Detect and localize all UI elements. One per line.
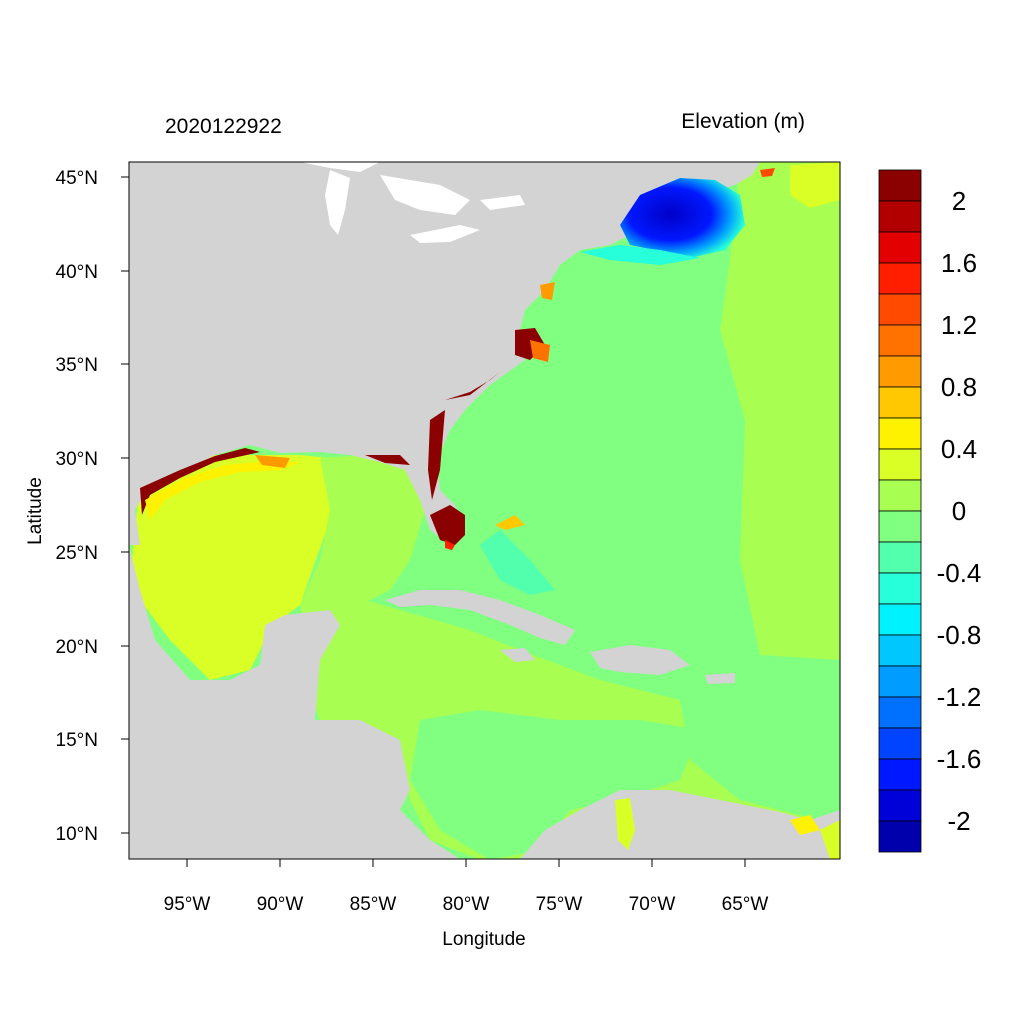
colorbar-tick-label: -0.4 bbox=[937, 558, 982, 588]
x-tick-label: 70°W bbox=[629, 894, 676, 915]
colorbar-tick-label: 0.8 bbox=[941, 372, 977, 402]
cuba-island bbox=[385, 590, 575, 645]
colorbar-swatch bbox=[878, 386, 922, 419]
pamlico-sound-high bbox=[530, 340, 550, 362]
north-america-land bbox=[129, 162, 760, 545]
texas-louisiana-surge bbox=[140, 448, 260, 515]
gulf-of-paria-high bbox=[790, 815, 820, 835]
colorbar-tick-label: -0.8 bbox=[937, 620, 982, 650]
x-tick-label: 75°W bbox=[536, 894, 583, 915]
colorbar bbox=[878, 169, 922, 853]
new-england-negative-surge bbox=[620, 178, 745, 258]
y-tick-label: 20°N bbox=[56, 637, 98, 658]
hispaniola-island bbox=[590, 645, 690, 675]
lake-erie bbox=[410, 225, 480, 243]
atlantic-east-band bbox=[720, 162, 840, 660]
delaware-bay-high bbox=[540, 282, 555, 300]
colorbar-swatch bbox=[878, 696, 922, 729]
lake-maracaibo bbox=[615, 798, 635, 850]
x-tick-label: 95°W bbox=[164, 894, 211, 915]
colorbar-swatch bbox=[878, 665, 922, 698]
colorbar-swatch bbox=[878, 417, 922, 450]
colorbar-tick-label: -2 bbox=[947, 806, 970, 836]
colorbar-swatch bbox=[878, 820, 922, 853]
colorbar-swatch bbox=[878, 448, 922, 481]
lake-ontario bbox=[480, 195, 525, 210]
colorbar-swatch bbox=[878, 634, 922, 667]
colorbar-swatch bbox=[878, 572, 922, 605]
y-tick-label: 15°N bbox=[56, 730, 98, 751]
colorbar-tick-label: 0 bbox=[952, 496, 966, 526]
florida-bay-surge bbox=[445, 540, 455, 550]
south-america-land bbox=[520, 790, 840, 859]
y-tick-label: 10°N bbox=[56, 824, 98, 845]
colorbar-swatch bbox=[878, 293, 922, 326]
colorbar-tick-label: 0.4 bbox=[941, 434, 977, 464]
x-tick-label: 65°W bbox=[722, 894, 769, 915]
y-tick-label: 40°N bbox=[56, 262, 98, 283]
x-tick-label: 85°W bbox=[350, 894, 397, 915]
x-axis: 95°W 90°W 85°W 80°W 75°W 70°W 65°W Longi… bbox=[164, 859, 769, 950]
x-tick-label: 90°W bbox=[257, 894, 304, 915]
south-florida-surge bbox=[430, 505, 465, 545]
jamaica-island bbox=[500, 648, 535, 662]
gulf-of-mexico-east bbox=[300, 455, 425, 615]
x-axis-label: Longitude bbox=[442, 929, 525, 950]
nova-scotia-high bbox=[760, 168, 775, 177]
colorbar-swatch bbox=[878, 727, 922, 760]
colorbar-tick-label: -1.2 bbox=[937, 682, 982, 712]
central-america-land bbox=[129, 545, 460, 859]
y-tick-label: 35°N bbox=[56, 355, 98, 376]
northeast-atlantic-high bbox=[790, 162, 840, 208]
lake-huron bbox=[380, 175, 470, 215]
y-axis: 45°N 40°N 35°N 30°N 25°N 20°N 15°N 10°N … bbox=[25, 168, 129, 845]
map-panel bbox=[129, 162, 840, 859]
map-frame bbox=[128, 161, 841, 860]
colorbar-swatch bbox=[878, 200, 922, 233]
gulf-of-mexico-west bbox=[132, 455, 345, 680]
colorbar-swatch bbox=[878, 231, 922, 264]
colorbar-swatch bbox=[878, 169, 922, 202]
y-tick-label: 25°N bbox=[56, 543, 98, 564]
bahamas-shoal-high bbox=[495, 515, 525, 530]
louisiana-marsh-high bbox=[255, 455, 290, 468]
colorbar-swatch bbox=[878, 603, 922, 636]
big-bend-surge bbox=[365, 455, 410, 465]
y-tick-label: 45°N bbox=[56, 168, 98, 189]
y-axis-label: Latitude bbox=[25, 477, 46, 545]
caribbean-central bbox=[410, 710, 700, 859]
colorbar-tick-label: 1.2 bbox=[941, 310, 977, 340]
colorbar-swatch bbox=[878, 355, 922, 388]
colorbar-tick-label: 2 bbox=[952, 186, 966, 216]
georgia-coast-surge bbox=[428, 410, 445, 500]
colorbar-labels: 2 1.6 1.2 0.8 0.4 0 -0.4 -0.8 -1.2 -1.6 -2 bbox=[937, 186, 982, 836]
variable-title: Elevation (m) bbox=[681, 110, 805, 133]
colorbar-swatch bbox=[878, 541, 922, 574]
puerto-rico-island bbox=[705, 673, 735, 684]
colorbar-tick-label: 1.6 bbox=[941, 248, 977, 278]
long-island-sound-low bbox=[580, 245, 700, 265]
y-tick-label: 30°N bbox=[56, 449, 98, 470]
colorbar-swatch bbox=[878, 262, 922, 295]
lake-superior bbox=[300, 162, 380, 172]
colorbar-swatch bbox=[878, 510, 922, 543]
colorbar-tick-label: -1.6 bbox=[937, 744, 982, 774]
lake-michigan bbox=[325, 170, 350, 235]
colorbar-swatch bbox=[878, 324, 922, 357]
x-tick-label: 80°W bbox=[443, 894, 490, 915]
time-stamp-title: 2020122922 bbox=[165, 115, 282, 138]
colorbar-swatch bbox=[878, 789, 922, 822]
orinoco-delta-high bbox=[820, 820, 840, 859]
bahamas-banks bbox=[480, 530, 555, 595]
colorbar-swatch bbox=[878, 758, 922, 791]
colorbar-swatch bbox=[878, 479, 922, 512]
